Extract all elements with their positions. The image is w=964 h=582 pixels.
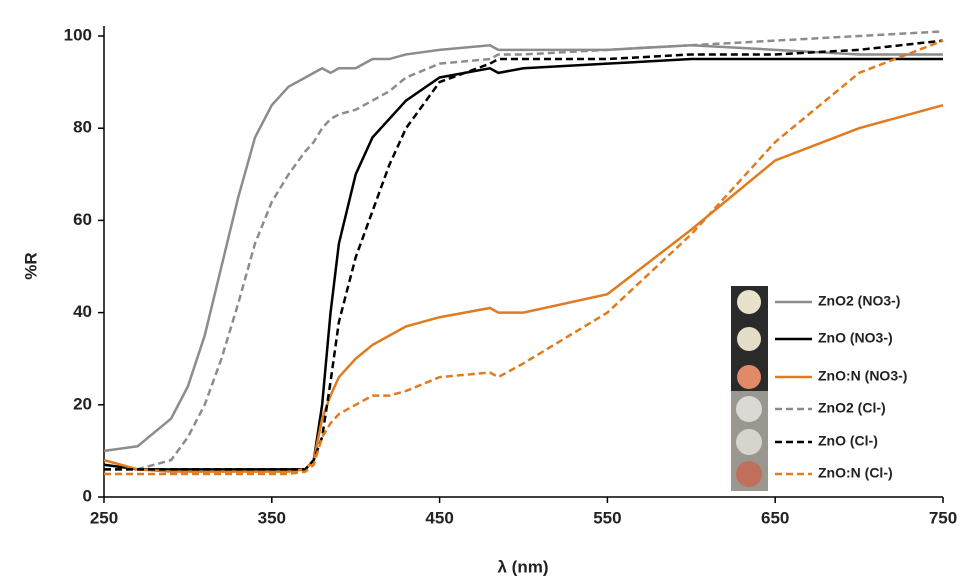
x-axis-label: λ (nm) <box>498 557 549 576</box>
y-tick-label: 80 <box>73 118 92 137</box>
series-line <box>104 30 944 471</box>
x-tick-label: 550 <box>593 508 621 527</box>
series-line <box>103 103 944 473</box>
y-tick-label: 20 <box>73 394 92 413</box>
y-tick-label: 40 <box>73 302 92 321</box>
series-line <box>103 43 943 453</box>
legend-photo <box>731 286 768 491</box>
y-tick-label: 0 <box>83 486 92 505</box>
legend-label: ZnO (NO3-) <box>818 330 893 346</box>
legend-label: ZnO2 (Cl-) <box>818 400 886 416</box>
legend-label: ZnO2 (NO3-) <box>818 293 900 309</box>
series-line <box>103 57 943 471</box>
legend-label: ZnO:N (NO3-) <box>818 368 907 384</box>
x-tick-label: 250 <box>90 508 118 527</box>
x-tick-label: 750 <box>929 508 957 527</box>
x-tick-label: 650 <box>761 508 789 527</box>
x-tick-label: 450 <box>425 508 453 527</box>
x-tick-label: 350 <box>258 508 286 527</box>
y-axis-label: %R <box>21 252 40 279</box>
legend-label: ZnO:N (Cl-) <box>818 465 893 481</box>
y-tick-label: 100 <box>64 25 92 44</box>
series-line <box>104 39 944 471</box>
legend-label: ZnO (Cl-) <box>818 433 878 449</box>
y-tick-label: 60 <box>73 210 92 229</box>
